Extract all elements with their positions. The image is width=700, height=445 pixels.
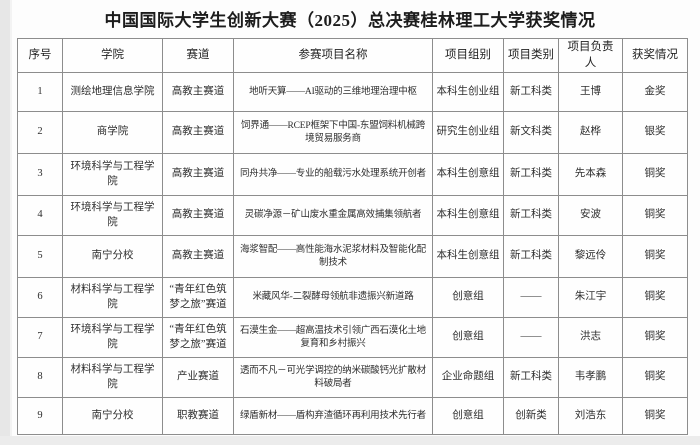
table-cell: 1: [17, 72, 63, 113]
table-cell: 灵碳净源－矿山废水重金属高效捕集领航者: [233, 195, 433, 237]
table-cell: 材料科学与工程学院: [62, 277, 163, 319]
table-cell: 安波: [558, 195, 623, 237]
column-header: 项目组别: [432, 37, 504, 74]
table-cell: 高教主赛道: [162, 195, 234, 237]
table-cell: 4: [17, 195, 63, 237]
column-header: 学院: [62, 37, 163, 74]
table-header-row: 序号 学院 赛道 参赛项目名称 项目组别 项目类别 项目负责人 获奖情况: [17, 37, 688, 74]
table-cell: 材料科学与工程学院: [62, 357, 163, 399]
table-cell: 高教主赛道: [162, 153, 234, 197]
table-cell: 赵桦: [558, 111, 623, 155]
table-cell: 王博: [558, 72, 623, 113]
table-cell: ——: [503, 317, 559, 359]
table-cell: 企业命题组: [432, 357, 504, 399]
table-cell: 南宁分校: [62, 235, 163, 279]
table-row: 2 商学院 高教主赛道 饲界通——RCEP框架下中国-东盟饲料机械跨境贸易服务商 研究生…: [17, 111, 688, 155]
table-cell: 职教赛道: [162, 397, 234, 436]
table-cell: 高教主赛道: [162, 72, 234, 113]
table-cell: 6: [17, 277, 63, 319]
page-title: 中国国际大学生创新大赛（2025）总决赛桂林理工大学获奖情况: [104, 11, 596, 30]
table-cell: 饲界通——RCEP框架下中国-东盟饲料机械跨境贸易服务商: [233, 111, 433, 155]
page-bottom-edge: [0, 436, 700, 445]
table-cell: 环境科学与工程学院: [62, 195, 163, 237]
table-cell: 朱江宇: [558, 277, 623, 319]
table-cell: 高教主赛道: [162, 235, 234, 279]
table-cell: 金奖: [622, 72, 688, 113]
table-cell: 新工科类: [503, 195, 559, 237]
table-cell: 9: [17, 397, 63, 436]
table-cell: 黎远伶: [558, 235, 623, 279]
table-cell: 新工科类: [503, 153, 559, 197]
table-cell: 本科生创业组: [432, 72, 504, 113]
table-cell: 铜奖: [622, 153, 688, 197]
table-row: 5 南宁分校 高教主赛道 海浆智配——高性能海水泥浆材料及智能化配制技术 本科生创意组新…: [17, 235, 688, 279]
column-header: 项目类别: [503, 37, 559, 74]
table-row: 6 材料科学与工程学院 “青年红色筑梦之旅”赛道 米藏风华-二裂酵母领航非遗振兴新道路…: [17, 277, 688, 319]
table-cell: “青年红色筑梦之旅”赛道: [162, 277, 234, 319]
table-cell: 2: [17, 111, 63, 155]
table-row: 1 测绘地理信息学院 高教主赛道 地听天算——AI驱动的三维地理治理中枢 本科生创业组新…: [17, 72, 688, 113]
table-cell: 环境科学与工程学院: [62, 317, 163, 359]
table-cell: 环境科学与工程学院: [62, 153, 163, 197]
column-header: 获奖情况: [622, 37, 688, 74]
table-cell: 绿盾新材——盾构弃渣循环再利用技术先行者: [233, 397, 433, 436]
table-cell: ——: [503, 277, 559, 319]
table-cell: 测绘地理信息学院: [62, 72, 163, 113]
document-page: 中国国际大学生创新大赛（2025）总决赛桂林理工大学获奖情况 序号 学院 赛道 参赛项…: [12, 0, 700, 436]
table-row: 3 环境科学与工程学院 高教主赛道 同舟共净——专业的船载污水处理系统开创者 本科生创意…: [17, 153, 688, 197]
table-cell: 创意组: [432, 277, 504, 319]
table-cell: 本科生创意组: [432, 235, 504, 279]
table-cell: 创意组: [432, 317, 504, 359]
table-cell: 米藏风华-二裂酵母领航非遗振兴新道路: [233, 277, 433, 319]
table-cell: 海浆智配——高性能海水泥浆材料及智能化配制技术: [233, 235, 433, 279]
table-cell: 产业赛道: [162, 357, 234, 399]
table-row: 8 材料科学与工程学院 产业赛道 透而不凡－可光学调控的纳米碳酸钙光扩散材料破局者 企业…: [17, 357, 688, 399]
table-cell: 新工科类: [503, 72, 559, 113]
column-header: 项目负责人: [558, 37, 623, 74]
table-cell: 创意组: [432, 397, 504, 436]
table-cell: 新工科类: [503, 357, 559, 399]
table-cell: 研究生创业组: [432, 111, 504, 155]
table-cell: 本科生创意组: [432, 195, 504, 237]
table-cell: 铜奖: [622, 317, 688, 359]
column-header: 赛道: [162, 37, 234, 74]
table-cell: 石漠生金——超高温技术引领广西石漠化土地复育和乡村振兴: [233, 317, 433, 359]
table-cell: 新工科类: [503, 235, 559, 279]
table-cell: 商学院: [62, 111, 163, 155]
table-cell: “青年红色筑梦之旅”赛道: [162, 317, 234, 359]
column-header: 序号: [17, 37, 63, 74]
page-left-edge: [10, 0, 12, 436]
table-cell: 高教主赛道: [162, 111, 234, 155]
table-cell: 5: [17, 235, 63, 279]
table-cell: 铜奖: [622, 235, 688, 279]
table-cell: 铜奖: [622, 195, 688, 237]
table-row: 7 环境科学与工程学院 “青年红色筑梦之旅”赛道 石漠生金——超高温技术引领广西石漠化…: [17, 317, 688, 359]
table-cell: 铜奖: [622, 397, 688, 436]
column-header: 参赛项目名称: [233, 37, 433, 74]
table-cell: 8: [17, 357, 63, 399]
table-cell: 7: [17, 317, 63, 359]
table-cell: 本科生创意组: [432, 153, 504, 197]
table-cell: 透而不凡－可光学调控的纳米碳酸钙光扩散材料破局者: [233, 357, 433, 399]
table-row: 4 环境科学与工程学院 高教主赛道 灵碳净源－矿山废水重金属高效捕集领航者 本科生创意组…: [17, 195, 688, 237]
table-cell: 3: [17, 153, 63, 197]
table-cell: 刘浩东: [558, 397, 623, 436]
table-cell: 同舟共净——专业的船载污水处理系统开创者: [233, 153, 433, 197]
table-cell: 新文科类: [503, 111, 559, 155]
table-row: 9 南宁分校 职教赛道 绿盾新材——盾构弃渣循环再利用技术先行者 创意组 创新类 刘浩东 铜奖: [17, 397, 688, 436]
table-cell: 铜奖: [622, 357, 688, 399]
table-cell: 先本森: [558, 153, 623, 197]
table-body: 1 测绘地理信息学院 高教主赛道 地听天算——AI驱动的三维地理治理中枢 本科生创业组新…: [17, 72, 688, 436]
awards-table: 序号 学院 赛道 参赛项目名称 项目组别 项目类别 项目负责人 获奖情况 1 测绘地理信息学院高…: [17, 37, 688, 436]
table-cell: 创新类: [503, 397, 559, 436]
table-cell: 地听天算——AI驱动的三维地理治理中枢: [233, 72, 433, 113]
table-cell: 银奖: [622, 111, 688, 155]
table-cell: 韦孝鹏: [558, 357, 623, 399]
table-cell: 洪志: [558, 317, 623, 359]
table-cell: 南宁分校: [62, 397, 163, 436]
table-cell: 铜奖: [622, 277, 688, 319]
